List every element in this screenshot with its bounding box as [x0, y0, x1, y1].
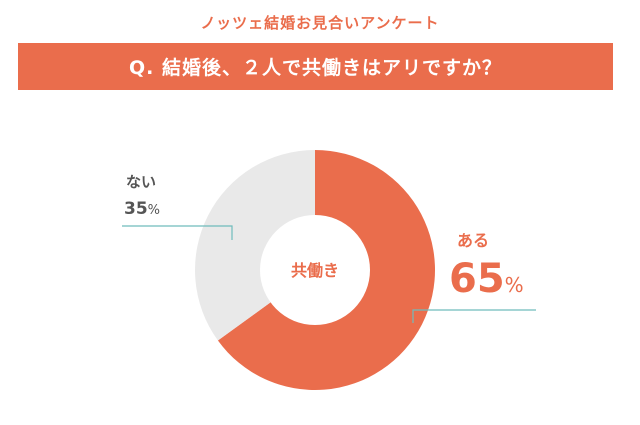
label-no-value: 35% [124, 199, 160, 219]
question-banner: Q. 結婚後、２人で共働きはアリですか？ [18, 43, 613, 90]
leader-line-yes [412, 309, 536, 323]
label-yes-value: 65% [449, 256, 524, 302]
label-yes-category: ある [457, 231, 489, 250]
label-no-unit: % [148, 203, 160, 218]
question-text: Q. 結婚後、２人で共働きはアリですか？ [129, 57, 502, 79]
label-yes-number: 65 [449, 256, 505, 302]
donut-hole [260, 215, 370, 325]
label-no-category: ない [126, 173, 156, 191]
leader-line-no [122, 225, 233, 240]
label-no-number: 35 [124, 199, 148, 219]
label-yes-unit: % [505, 273, 524, 297]
center-label: 共働き [291, 261, 339, 280]
donut-slice-no [194, 150, 315, 341]
survey-title: ノッツェ結婚お見合いアンケート [200, 14, 440, 32]
